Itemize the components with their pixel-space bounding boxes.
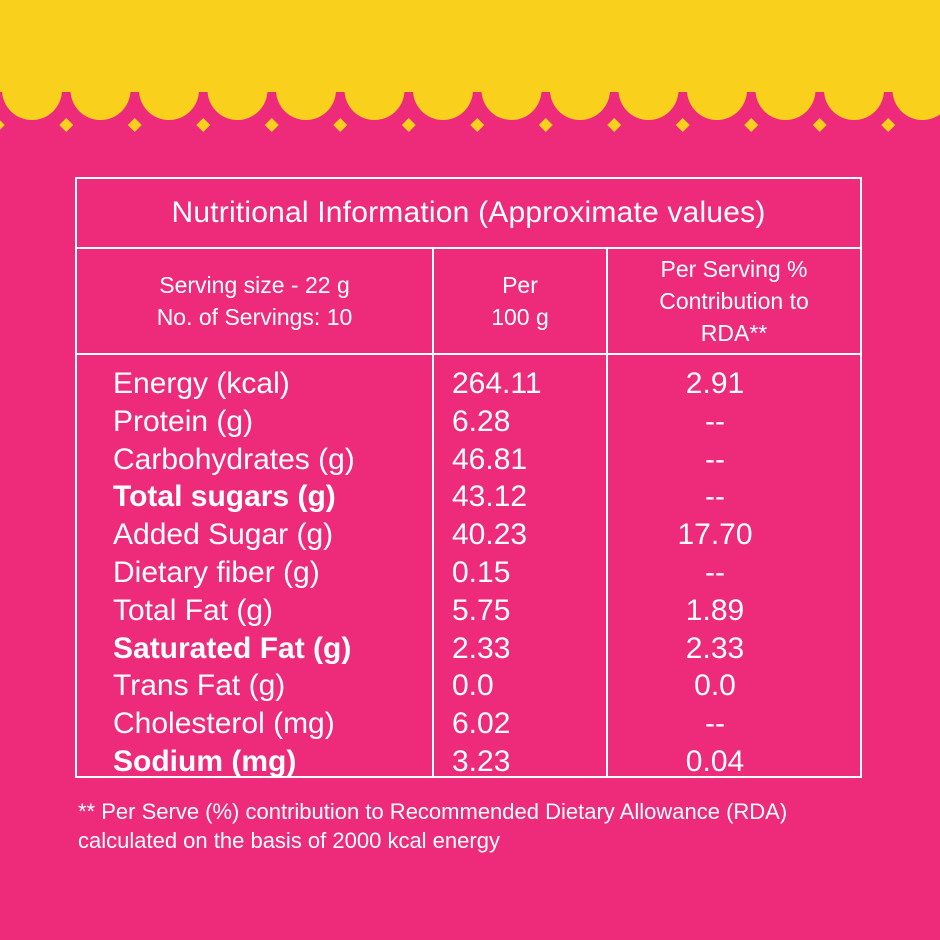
- table-row: Dietary fiber (g) 0.15 --: [77, 554, 860, 592]
- serving-info-header: Serving size - 22 g No. of Servings: 10: [77, 249, 432, 353]
- footnote-line-1: ** Per Serve (%) contribution to Recomme…: [78, 799, 788, 824]
- nutrient-name: Sodium (mg): [113, 744, 297, 778]
- per-100g-header: Per 100 g: [434, 249, 606, 353]
- rda-value: --: [705, 707, 725, 741]
- table-row: Cholesterol (mg) 6.02 --: [77, 705, 860, 743]
- table-row: Total Fat (g) 5.75 1.89: [77, 592, 860, 630]
- nutrient-rows: Energy (kcal) 264.11 2.91 Protein (g) 6.28 --…: [77, 365, 860, 781]
- diamond-shape: [538, 118, 553, 132]
- diamond-shape: [675, 118, 690, 132]
- per-100g-value: 6.28: [452, 404, 511, 438]
- diamond-shape: [127, 118, 142, 132]
- diamond-shape: [333, 118, 348, 132]
- table-row: Protein (g) 6.28 --: [77, 403, 860, 441]
- rda-value: --: [705, 404, 725, 438]
- rda-value: 0.0: [694, 669, 736, 703]
- per-100g-value: 0.15: [452, 555, 511, 589]
- table-header-row: Serving size - 22 g No. of Servings: 10 …: [77, 249, 860, 355]
- rda-value: 2.33: [685, 631, 745, 665]
- rda-footnote: ** Per Serve (%) contribution to Recomme…: [78, 797, 898, 855]
- per-100g-header-line2: 100 g: [491, 304, 549, 330]
- per-100g-value: 0.0: [452, 669, 494, 703]
- scallop-shape: [824, 60, 884, 120]
- servings-count-text: No. of Servings: 10: [156, 304, 353, 330]
- per-100g-header-line1: Per: [502, 272, 538, 298]
- diamond-shape: [0, 120, 5, 130]
- rda-value: --: [705, 480, 725, 514]
- scalloped-banner: [0, 0, 940, 132]
- per-100g-value: 40.23: [452, 518, 528, 552]
- rda-value: 2.91: [685, 367, 745, 400]
- nutrient-name: Added Sugar (g): [113, 518, 334, 552]
- per-100g-value: 6.02: [452, 707, 511, 741]
- per-100g-value: 43.12: [452, 480, 528, 514]
- table-row: Sodium (mg) 3.23 0.04: [77, 743, 860, 781]
- diamond-shape: [264, 118, 279, 132]
- scallop-shape: [755, 60, 816, 120]
- scallop-shape: [276, 60, 336, 120]
- scallop-shape: [344, 60, 405, 120]
- table-title: Nutritional Information (Approximate val…: [77, 179, 860, 249]
- column-divider: [606, 249, 608, 776]
- footnote-line-2: calculated on the basis of 2000 kcal ene…: [78, 828, 500, 853]
- diamond-shape: [196, 118, 211, 132]
- per-100g-value: 3.23: [452, 744, 511, 778]
- rda-value: 17.70: [677, 518, 753, 552]
- nutrient-name: Protein (g): [113, 404, 254, 438]
- nutrient-name: Total Fat (g): [113, 593, 274, 627]
- diamond-shape: [470, 118, 485, 132]
- rda-header-line2: Contribution to: [659, 288, 809, 314]
- rda-value: --: [705, 442, 725, 476]
- rda-header-line1: Per Serving %: [660, 256, 808, 282]
- nutrient-name: Total sugars (g): [113, 480, 336, 514]
- nutrient-name: Cholesterol (mg): [113, 707, 335, 741]
- scallop-shape: [70, 60, 131, 120]
- per-100g-value: 46.81: [452, 442, 528, 476]
- diamond-shape: [812, 118, 827, 132]
- nutrient-name: Dietary fiber (g): [113, 555, 320, 589]
- table-row: Added Sugar (g) 40.23 17.70: [77, 516, 860, 554]
- column-divider: [432, 249, 434, 776]
- table-row: Trans Fat (g) 0.0 0.0: [77, 667, 860, 705]
- rda-value: 1.89: [685, 593, 745, 627]
- nutrient-name: Energy (kcal): [113, 367, 290, 400]
- rda-value: 0.04: [685, 744, 745, 778]
- rda-value: --: [705, 555, 725, 589]
- diamond-shape: [607, 118, 622, 132]
- nutrient-name: Carbohydrates (g): [113, 442, 355, 476]
- per-100g-value: 5.75: [452, 593, 511, 627]
- nutrition-table: Nutritional Information (Approximate val…: [75, 177, 862, 778]
- scallop-shape: [207, 60, 268, 120]
- table-row: Saturated Fat (g) 2.33 2.33: [77, 630, 860, 668]
- rda-header: Per Serving % Contribution to RDA**: [608, 249, 860, 353]
- nutrient-name: Saturated Fat (g): [113, 631, 352, 665]
- scallop-shape: [139, 60, 199, 120]
- scallop-shape: [550, 60, 610, 120]
- scallop-shape: [618, 60, 679, 120]
- table-row: Total sugars (g) 43.12 --: [77, 478, 860, 516]
- diamond-shape: [401, 118, 416, 132]
- table-row: Carbohydrates (g) 46.81 --: [77, 441, 860, 479]
- scallop-shape: [2, 60, 62, 120]
- nutrient-name: Trans Fat (g): [113, 669, 286, 703]
- rda-header-line3: RDA**: [700, 320, 768, 346]
- diamond-shape: [881, 118, 896, 132]
- scallop-shape: [481, 60, 542, 120]
- scallop-shape: [413, 60, 473, 120]
- scallop-shape: [687, 60, 747, 120]
- per-100g-value: 264.11: [452, 367, 542, 400]
- per-100g-value: 2.33: [452, 631, 511, 665]
- table-row: Energy (kcal) 264.11 2.91: [77, 365, 860, 403]
- diamond-shape: [59, 118, 74, 132]
- diamond-shape: [744, 118, 759, 132]
- serving-size-text: Serving size - 22 g: [159, 272, 350, 298]
- scallop-shape: [892, 60, 940, 120]
